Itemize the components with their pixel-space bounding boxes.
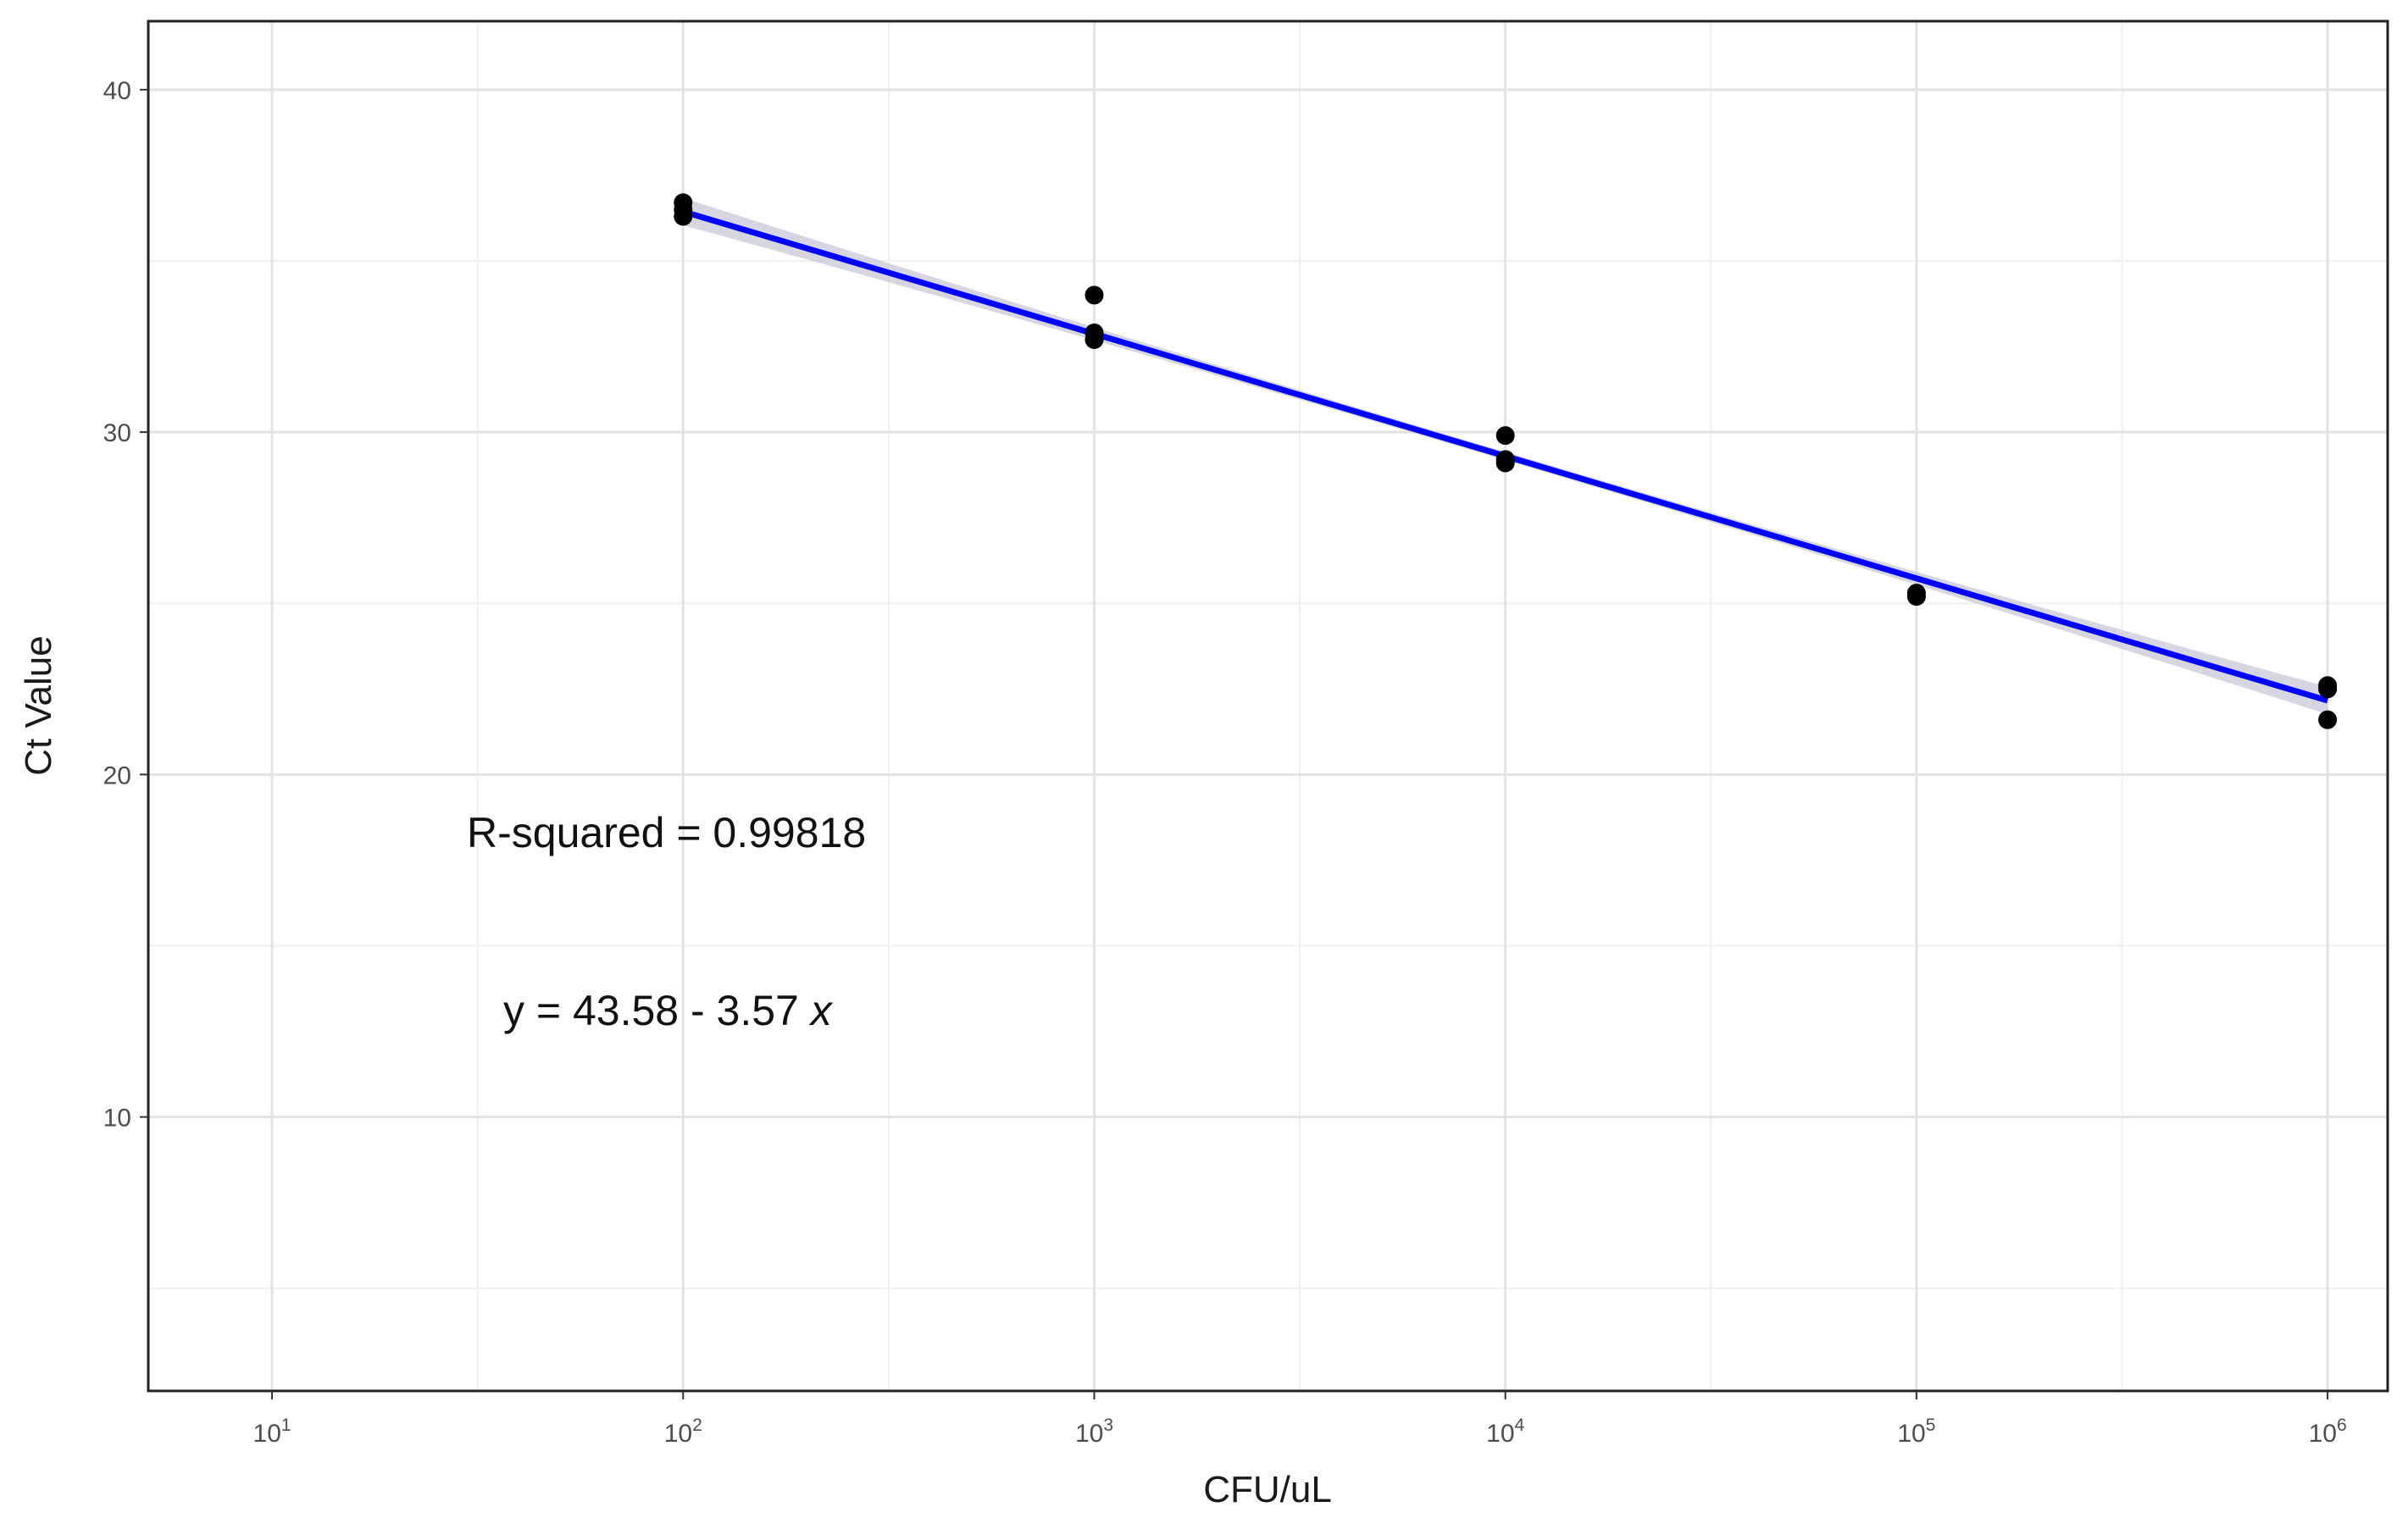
data-point: [2318, 679, 2338, 699]
x-tick-exponent: 2: [692, 1416, 702, 1435]
data-point: [2318, 710, 2338, 729]
plot-panel-border: [147, 19, 2389, 1393]
x-tick-exponent: 5: [1926, 1416, 1936, 1435]
equation-text: y = 43.58 - 3.57: [503, 987, 811, 1034]
x-tick-base: 10: [1897, 1420, 1925, 1448]
x-tick-label: 105: [1897, 1416, 1935, 1448]
x-tick-base: 10: [664, 1420, 692, 1448]
y-tick-label: 20: [103, 762, 131, 789]
x-tick-label: 104: [1486, 1416, 1524, 1448]
x-tick-label: 101: [253, 1416, 291, 1448]
r-squared-annotation: R-squared = 0.99818: [467, 809, 866, 856]
y-axis-ticks: 10 20 30 40: [103, 77, 148, 1133]
x-tick-exponent: 4: [1515, 1416, 1525, 1435]
x-axis-title: CFU/uL: [1203, 1469, 1332, 1510]
x-tick-base: 10: [1075, 1420, 1103, 1448]
data-point: [1085, 330, 1104, 349]
x-axis-ticks: 101 102 103 104 105 106: [253, 1391, 2347, 1448]
y-axis-title: Ct Value: [18, 635, 59, 776]
x-tick-base: 10: [2309, 1420, 2337, 1448]
x-tick-exponent: 3: [1103, 1416, 1113, 1435]
x-tick-base: 10: [253, 1420, 281, 1448]
minor-gridlines: [148, 21, 2388, 1391]
data-point: [1906, 587, 1926, 607]
x-tick-label: 106: [2309, 1416, 2347, 1448]
data-point: [674, 207, 693, 226]
data-point: [1495, 426, 1515, 446]
data-points: [674, 193, 2338, 729]
x-tick-label: 103: [1075, 1416, 1113, 1448]
x-tick-base: 10: [1486, 1420, 1514, 1448]
y-tick-label: 10: [103, 1105, 131, 1133]
major-gridlines: [148, 21, 2388, 1391]
x-tick-label: 102: [664, 1416, 702, 1448]
x-tick-exponent: 6: [2337, 1416, 2347, 1435]
equation-variable: x: [809, 987, 834, 1034]
y-tick-label: 30: [103, 419, 131, 447]
x-tick-exponent: 1: [281, 1416, 291, 1435]
data-point: [1085, 285, 1104, 305]
data-point: [1495, 453, 1515, 473]
y-tick-label: 40: [103, 77, 131, 105]
equation-annotation: y = 43.58 - 3.57 x: [503, 987, 834, 1034]
